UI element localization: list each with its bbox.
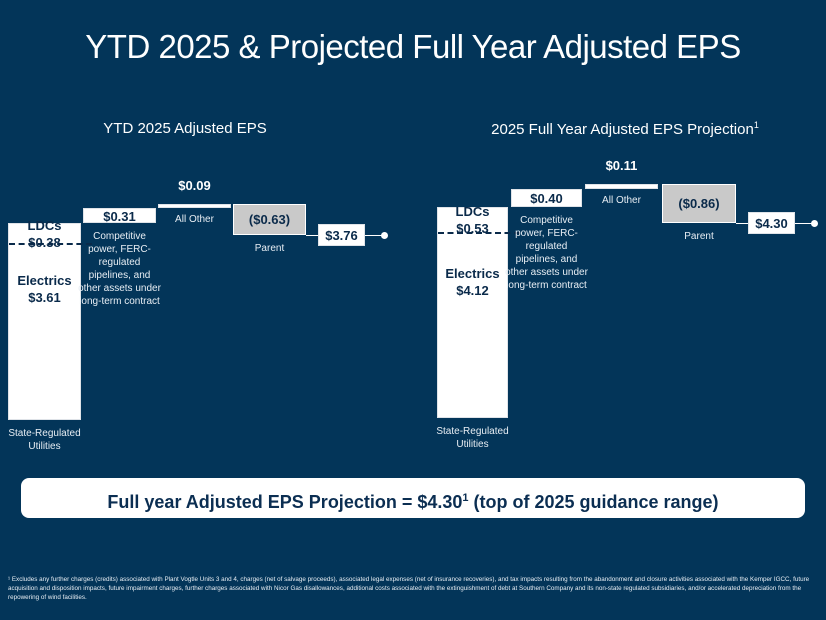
segment-divider (438, 231, 520, 234)
end-dot (381, 231, 388, 239)
bar-value-label: ($0.86) (678, 196, 720, 212)
total-bar: $3.76 (318, 223, 365, 246)
category-label: Parent (254, 242, 285, 254)
waterfall-bar: $0.31 (83, 208, 156, 224)
bar-value-label: $0.09 (178, 177, 211, 193)
connector-line (795, 222, 813, 224)
slide-title: YTD 2025 & Projected Full Year Adjusted … (85, 28, 741, 65)
category-label: State-Regulated Utilities (436, 426, 509, 450)
connector-line (736, 222, 748, 224)
footnote-marker: 1 (753, 120, 759, 130)
connector-line (365, 234, 383, 236)
bar-value-label: $0.31 (103, 208, 136, 224)
end-dot (811, 219, 818, 227)
category-label: Parent (684, 230, 714, 242)
chart-title-projection: 2025 Full Year Adjusted EPS Projection1 (455, 120, 795, 138)
waterfall-bar (585, 183, 658, 189)
segment-label-ldcs: LDCs $0.38 (27, 217, 62, 250)
connector-line (306, 234, 318, 236)
chart-title-text: YTD 2025 Adjusted EPS (103, 120, 267, 137)
eps-projection-callout: Full year Adjusted EPS Projection = $4.3… (21, 478, 805, 518)
callout-suffix: (top of 2025 guidance range) (468, 492, 719, 512)
callout-sup: 1 (462, 492, 469, 504)
category-label: Competitive power, FERC-regulated pipeli… (78, 231, 161, 308)
footnote: ¹ Excludes any further charges (credits)… (8, 576, 810, 601)
bar-value-label: ($0.63) (248, 212, 291, 228)
waterfall-bar (158, 203, 231, 208)
stacked-bar: LDCs $0.38 Electrics $3.61 (8, 218, 92, 420)
total-value-label: $4.30 (755, 215, 788, 231)
category-label: State-Regulated Utilities (8, 428, 81, 452)
segment-label-electrics: Electrics $3.61 (17, 273, 72, 305)
category-label: All Other (602, 194, 641, 206)
chart-title-ytd: YTD 2025 Adjusted EPS (15, 120, 355, 137)
bar-value-label: $0.40 (530, 190, 563, 206)
waterfall-bar: ($0.63) (233, 203, 306, 235)
category-label: Competitive power, FERC-regulated pipeli… (505, 214, 588, 291)
segment-label-electrics: Electrics $4.12 (445, 266, 500, 299)
waterfall-bar: $0.40 (511, 188, 582, 207)
chart-title-text: 2025 Full Year Adjusted EPS Projection (491, 121, 754, 138)
segment-label-ldcs: LDCs $0.53 (455, 203, 490, 236)
callout-text: Full year Adjusted EPS Projection = $4.3… (107, 492, 463, 512)
bar-value-label: $0.11 (605, 157, 638, 173)
stacked-bar: LDCs $0.53 Electrics $4.12 (437, 204, 520, 418)
total-value-label: $3.76 (325, 227, 358, 243)
category-label: All Other (175, 214, 214, 225)
waterfall-bar: ($0.86) (662, 183, 736, 223)
total-bar: $4.30 (748, 211, 795, 234)
segment-divider (9, 243, 92, 245)
